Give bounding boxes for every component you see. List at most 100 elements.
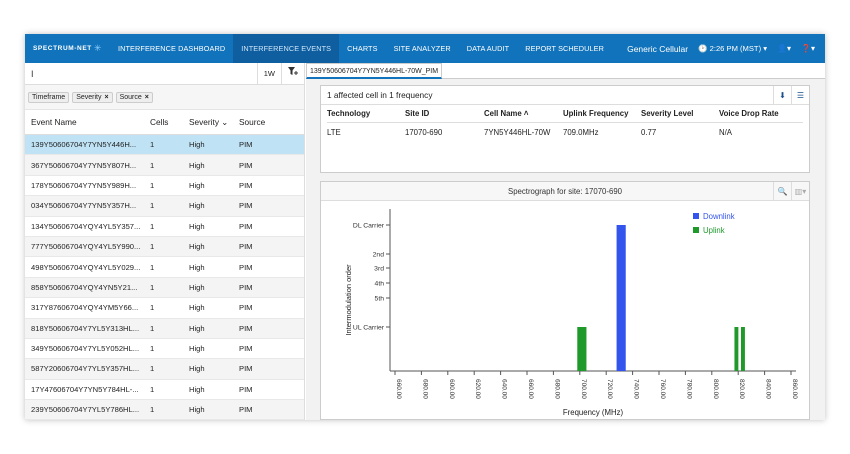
chip-timeframe[interactable]: Timeframe bbox=[28, 91, 70, 103]
nav-charts[interactable]: CHARTS bbox=[347, 44, 378, 53]
event-name-cell: 134Y50606704YQY4YL5Y357... bbox=[31, 221, 141, 231]
cells-cell: 1 bbox=[150, 201, 155, 211]
table-row[interactable]: 818Y50606704Y7YL5Y313HL... 1 High PIM bbox=[25, 318, 304, 339]
event-name-cell: 587Y20606704Y7YL5Y357HL... bbox=[31, 364, 140, 374]
cells-cell: 1 bbox=[150, 364, 155, 374]
severity-cell: High bbox=[189, 242, 205, 252]
nav-data-audit[interactable]: DATA AUDIT bbox=[466, 44, 510, 53]
nav-interference-dashboard[interactable]: INTERFERENCE DASHBOARD bbox=[118, 44, 226, 53]
source-cell: PIM bbox=[239, 384, 253, 394]
chevron-down-icon: ⌄ bbox=[218, 117, 229, 127]
cells-cell: 1 bbox=[150, 323, 155, 333]
chip-severity[interactable]: Severity × bbox=[72, 91, 113, 103]
events-toolbar: I 1W bbox=[25, 62, 304, 85]
spectrograph-panel: Spectrograph for site: 17070-690 🔍 ▥▾ UL… bbox=[320, 181, 810, 420]
table-row[interactable]: 777Y50606704YQY4YL5Y990... 1 High PIM bbox=[25, 236, 304, 258]
source-cell: PIM bbox=[239, 221, 253, 231]
table-row[interactable]: 134Y50606704YQY4YL5Y357... 1 High PIM bbox=[25, 217, 304, 237]
clock-menu[interactable]: 🕑 2:26 PM (MST) ▾ bbox=[698, 44, 768, 53]
severity-cell: High bbox=[189, 140, 205, 150]
source-cell: PIM bbox=[239, 262, 253, 272]
cells-cell: 1 bbox=[150, 140, 155, 150]
y-tick-label: UL Carrier bbox=[353, 325, 385, 332]
table-row[interactable]: 858Y50606704YQY4YN5Y21... 1 High PIM bbox=[25, 277, 304, 299]
spectrograph-chart: UL Carrier 5th 4th 3rd 2nd DL Carrier 660.00 68… bbox=[344, 209, 798, 417]
chip-source[interactable]: Source × bbox=[115, 91, 153, 103]
table-row[interactable]: 367Y50606704Y7YN5Y807H... 1 High PIM bbox=[25, 155, 304, 176]
cell-voice-drop-rate: N/A bbox=[719, 127, 732, 137]
search-input[interactable]: I bbox=[31, 68, 34, 79]
table-row[interactable]: 349Y50606704Y7YL5Y052HL... 1 High PIM bbox=[25, 339, 304, 360]
top-navigation: SPECTRUM-NET ✳ INTERFERENCE DASHBOARD INT… bbox=[25, 34, 825, 63]
severity-cell: High bbox=[189, 282, 205, 292]
event-name-cell: 367Y50606704Y7YN5Y807H... bbox=[31, 160, 137, 170]
x-tick-label: 660.00 bbox=[527, 379, 534, 399]
user-menu-icon[interactable]: 👤▾ bbox=[777, 44, 792, 53]
company-name[interactable]: Generic Cellular bbox=[627, 43, 689, 54]
event-name-cell: 818Y50606704Y7YL5Y313HL... bbox=[31, 323, 140, 333]
table-row[interactable]: 034Y50606704Y7YN5Y357H... 1 High PIM bbox=[25, 196, 304, 217]
header-severity[interactable]: Severity ⌄ bbox=[189, 117, 229, 127]
close-icon[interactable]: × bbox=[104, 93, 109, 101]
chart-type-icon[interactable]: ▥▾ bbox=[791, 182, 809, 200]
app-window: SPECTRUM-NET ✳ INTERFERENCE DASHBOARD INT… bbox=[25, 34, 825, 420]
severity-cell: High bbox=[189, 384, 205, 394]
x-tick-label: 780.00 bbox=[685, 379, 692, 399]
list-menu-icon[interactable]: ☰ bbox=[791, 86, 809, 104]
source-cell: PIM bbox=[239, 282, 253, 292]
clock-icon: 🕑 bbox=[698, 44, 710, 53]
nav-site-analyzer[interactable]: SITE ANALYZER bbox=[393, 44, 451, 53]
x-tick-label: 640.00 bbox=[501, 379, 508, 399]
cell-severity-level: 0.77 bbox=[641, 127, 657, 137]
logo[interactable]: SPECTRUM-NET ✳ bbox=[33, 43, 102, 53]
table-row[interactable]: 239Y50606704Y7YL5Y786HL... 1 High PIM bbox=[25, 400, 304, 420]
x-tick-label: 840.00 bbox=[765, 379, 772, 399]
severity-cell: High bbox=[189, 364, 205, 374]
severity-cell: High bbox=[189, 180, 205, 190]
table-row[interactable]: 178Y50606704Y7YN5Y989H... 1 High PIM bbox=[25, 176, 304, 197]
timerange-button[interactable]: 1W bbox=[256, 62, 281, 85]
col-uplink-frequency[interactable]: Uplink Frequency bbox=[563, 109, 629, 118]
header-source[interactable]: Source bbox=[239, 117, 266, 127]
cells-cell: 1 bbox=[150, 180, 155, 190]
nav-report-scheduler[interactable]: REPORT SCHEDULER bbox=[525, 44, 604, 53]
cells-cell: 1 bbox=[150, 221, 155, 231]
nav-interference-events[interactable]: INTERFERENCE EVENTS bbox=[233, 34, 340, 63]
table-row[interactable]: 17Y47606704Y7YN5Y784HL-... 1 High PIM bbox=[25, 380, 304, 401]
help-menu-icon[interactable]: ❓▾ bbox=[801, 44, 815, 53]
close-icon[interactable]: × bbox=[144, 93, 149, 101]
affected-title: 1 affected cell in 1 frequency bbox=[327, 90, 433, 100]
source-cell: PIM bbox=[239, 201, 253, 211]
source-cell: PIM bbox=[239, 180, 253, 190]
search-icon[interactable]: 🔍 bbox=[773, 182, 791, 200]
table-row[interactable]: 587Y20606704Y7YL5Y357HL... 1 High PIM bbox=[25, 359, 304, 380]
table-row[interactable]: 498Y50606704YQY4YL5Y029... 1 High PIM bbox=[25, 257, 304, 278]
cell-technology: LTE bbox=[327, 127, 341, 137]
affected-row[interactable]: LTE 17070-690 7YN5Y446HL-70W 709.0MHz 0.… bbox=[327, 123, 803, 141]
col-severity-level[interactable]: Severity Level bbox=[641, 109, 694, 118]
legend-swatch-downlink bbox=[693, 213, 699, 219]
table-row[interactable]: 317Y87606704YQY4YM5Y66... 1 High PIM bbox=[25, 298, 304, 319]
download-icon[interactable]: ⬇ bbox=[773, 86, 791, 104]
filter-add-icon[interactable] bbox=[281, 62, 304, 85]
col-voice-drop-rate[interactable]: Voice Drop Rate bbox=[719, 109, 779, 118]
tab-event[interactable]: 139Y50606704Y7YN5Y446HL-70W_PIM bbox=[306, 63, 443, 79]
affected-table-header: Technology Site ID Cell Name ˄ Uplink Fr… bbox=[327, 105, 803, 123]
col-site-id[interactable]: Site ID bbox=[405, 109, 430, 118]
source-cell: PIM bbox=[239, 160, 253, 170]
y-tick-label: 3rd bbox=[374, 266, 384, 273]
y-tick-label: 2nd bbox=[373, 252, 385, 259]
cells-cell: 1 bbox=[150, 405, 155, 415]
event-name-cell: 858Y50606704YQY4YN5Y21... bbox=[31, 282, 138, 292]
col-cell-name[interactable]: Cell Name ˄ bbox=[484, 109, 529, 118]
col-technology[interactable]: Technology bbox=[327, 109, 371, 118]
y-tick-label: DL Carrier bbox=[353, 223, 385, 230]
table-row[interactable]: 139Y50606704Y7YN5Y446H... 1 High PIM bbox=[25, 135, 304, 156]
cell-cell-name: 7YN5Y446HL-70W bbox=[484, 127, 551, 137]
events-table-header: Event Name Cells Severity ⌄ Source bbox=[25, 110, 304, 135]
header-cells[interactable]: Cells bbox=[150, 117, 169, 127]
severity-cell: High bbox=[189, 221, 205, 231]
severity-cell: High bbox=[189, 160, 205, 170]
header-event-name[interactable]: Event Name bbox=[31, 117, 77, 127]
filter-chips: Timeframe Severity × Source × bbox=[25, 85, 304, 110]
